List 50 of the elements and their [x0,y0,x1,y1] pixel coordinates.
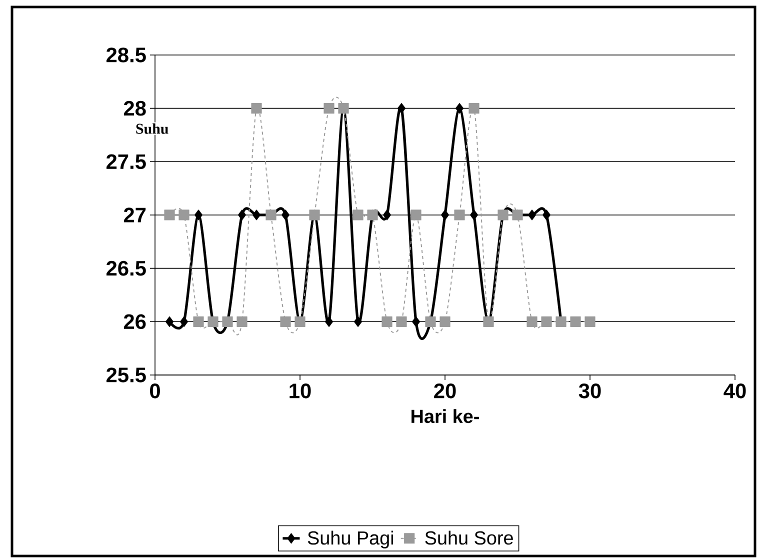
point [570,316,581,327]
point [526,316,538,327]
x-axis-title: Hari ke- [412,409,479,424]
point [281,210,290,220]
y-tick-label: 25.5 [106,368,146,382]
point [470,210,478,220]
point [410,210,422,220]
point [194,210,203,220]
y-axis-title: Suhu [136,123,168,134]
y-tick-label: 26 [124,314,146,330]
point [180,316,188,327]
point [454,210,465,220]
x-tick-label: 30 [578,384,601,398]
y-tick-label: 27.5 [106,154,146,170]
point [455,103,464,114]
point [528,210,536,220]
point [541,316,552,327]
point [324,103,334,114]
point [324,316,334,327]
y-tick-label: 27 [124,208,146,222]
y-tick-label: 26.5 [106,260,146,276]
point [238,210,246,220]
x-tick-label: 20 [434,384,456,398]
legend-label: Suhu Sore [425,530,513,545]
point [251,103,262,114]
point [397,103,406,114]
legend-label: Suhu Pagi [308,530,394,548]
x-tick-label: 0 [150,384,160,398]
point [164,210,175,220]
point [542,210,551,220]
point [382,210,392,220]
point [382,316,392,327]
point [193,316,204,327]
point [412,316,420,327]
point [440,316,450,327]
x-tick-label: 10 [290,384,311,398]
y-tick-label: 28 [124,100,146,116]
y-tick-label: 28.5 [106,48,146,62]
point [236,316,248,327]
point [440,210,450,220]
point [468,103,480,114]
point [354,316,362,327]
point [584,316,596,327]
point [396,316,407,327]
point [165,316,174,327]
point [352,210,364,220]
point [252,210,261,220]
point [280,316,291,327]
x-tick-label: 40 [724,384,746,398]
point [178,210,190,220]
